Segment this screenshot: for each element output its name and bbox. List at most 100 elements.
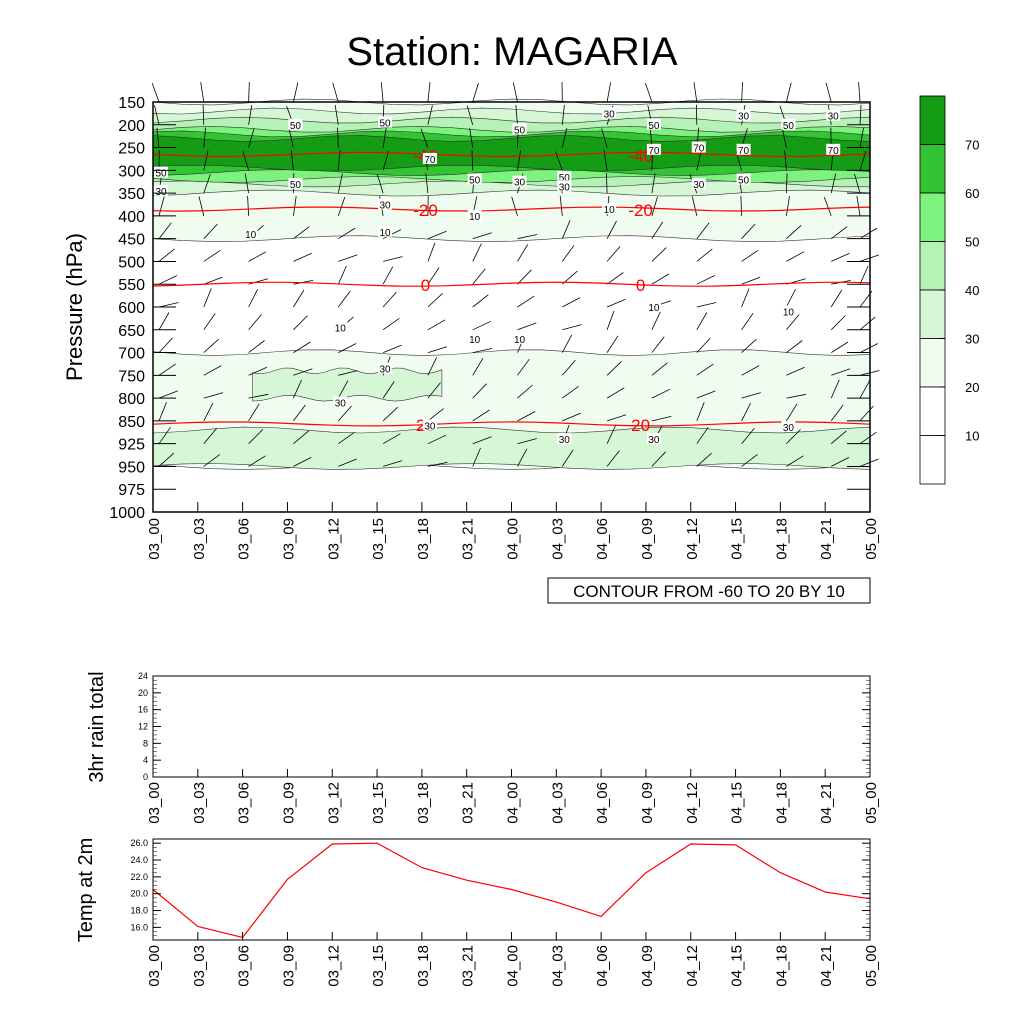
wind-barb — [786, 403, 798, 422]
wind-barb — [859, 104, 862, 125]
wind-barb — [854, 173, 861, 194]
wind-barb — [696, 302, 717, 308]
isotach-label-box — [378, 116, 393, 128]
isotach-label-box — [602, 203, 617, 215]
time-tick-label: 04_00 — [505, 782, 522, 824]
wind-barb — [337, 196, 346, 217]
isotach-label: 50 — [559, 173, 571, 184]
wind-barb — [517, 244, 529, 262]
time-tick-label: 04_15 — [729, 518, 746, 560]
temperature-contours: -40-40-20-20002020 — [152, 146, 871, 435]
wind-barb — [158, 275, 178, 285]
time-tick-label: 03_03 — [191, 518, 208, 560]
wind-barb — [859, 431, 877, 445]
wind-speed-region — [152, 135, 871, 172]
wind-barb — [288, 128, 294, 148]
wind-barb — [741, 288, 750, 308]
time-tick-label: 03_09 — [280, 518, 297, 560]
wind-barb — [823, 196, 832, 217]
time-tick-label: 04_21 — [818, 945, 835, 987]
isotach-label-box — [691, 178, 706, 189]
wind-barb — [561, 220, 571, 239]
isotach-label-box — [646, 433, 661, 445]
wind-barb — [248, 393, 269, 399]
time-tick-label: 04_09 — [639, 945, 656, 987]
pressure-tick-label: 500 — [118, 254, 145, 271]
colorbar-label: 30 — [965, 332, 979, 347]
wind-barb — [382, 406, 398, 422]
wind-barb — [786, 251, 805, 262]
wind-barb — [158, 196, 165, 217]
wind-barb — [203, 428, 218, 444]
colorbar-segment — [919, 241, 946, 291]
temperature-contour-label: 0 — [636, 276, 645, 295]
wind-barb — [248, 104, 253, 125]
wind-barb — [151, 83, 160, 103]
colorbar-label: 50 — [965, 235, 979, 250]
isotach-label-box — [378, 198, 393, 210]
time-tick-label: 03_00 — [146, 945, 163, 987]
wind-barb — [859, 380, 871, 399]
isotach-label: 30 — [559, 435, 571, 446]
isotach-label-box — [512, 175, 527, 187]
wind-barb — [293, 252, 312, 262]
wind-barb — [786, 82, 792, 103]
wind-barb — [248, 314, 262, 331]
wind-barb — [511, 196, 518, 217]
wind-barb — [651, 221, 664, 239]
wind-barb — [338, 405, 352, 422]
wind-barb — [337, 150, 341, 171]
wind-barb — [203, 402, 214, 422]
temperature-contour-label: 20 — [631, 416, 650, 435]
wind-barb — [382, 344, 402, 353]
pressure-tick-label: 800 — [118, 391, 145, 408]
wind-barb — [517, 438, 537, 445]
wind-barb — [696, 248, 713, 262]
wind-barb — [248, 340, 265, 353]
wind-barb — [472, 348, 493, 353]
temperature-contour-line — [152, 281, 871, 287]
wind-barb — [786, 173, 788, 194]
wind-barb — [601, 128, 608, 148]
wind-barb — [786, 196, 790, 216]
wind-barb — [859, 343, 878, 353]
wind-barb — [337, 265, 347, 285]
wind-barb — [606, 310, 615, 330]
isotach-label-box — [826, 143, 841, 155]
wind-barb — [825, 82, 832, 103]
value-tick-label: 8 — [143, 738, 148, 748]
value-tick-label: 0 — [143, 772, 148, 782]
wind-barb — [831, 368, 851, 376]
isotach-label-box — [154, 184, 168, 196]
wind-barb — [203, 223, 218, 239]
isotach-label-box — [378, 225, 393, 237]
wind-barb — [472, 243, 482, 262]
colorbar-segment — [919, 144, 946, 194]
isotach-label-box — [288, 178, 303, 189]
wind-barb — [859, 227, 878, 240]
wind-barb — [338, 227, 356, 240]
pressure-tick-label: 650 — [118, 323, 145, 340]
wind-barb — [158, 390, 178, 399]
colorbar-segment — [919, 95, 946, 145]
wind-barb — [203, 174, 211, 194]
temperature-contour-line — [152, 421, 871, 427]
time-tick-label: 04_18 — [773, 782, 790, 824]
wind-barb — [427, 346, 448, 353]
wind-barb — [248, 403, 260, 422]
wind-barb — [382, 433, 401, 445]
wind-barb — [517, 234, 538, 240]
wind-barb — [427, 293, 443, 308]
isotach-label: 30 — [380, 365, 392, 376]
wind-barb — [154, 105, 160, 125]
isotach-label: 10 — [335, 324, 347, 335]
wind-speed-shading — [152, 98, 871, 470]
wind-barb — [830, 404, 844, 422]
wind-barb — [427, 82, 431, 103]
wind-barb — [248, 366, 268, 376]
wind-barb — [158, 248, 175, 262]
value-tick-label: 16.0 — [130, 922, 148, 932]
time-tick-label: 03_06 — [236, 518, 253, 560]
wind-barb — [781, 127, 787, 148]
isotach-label-box — [288, 118, 303, 130]
